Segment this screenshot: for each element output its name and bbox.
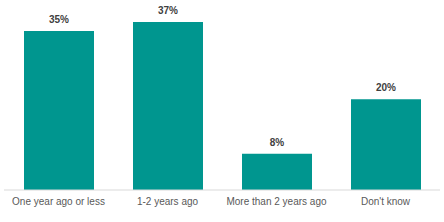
svg-text:One year ago or less: One year ago or less: [12, 196, 105, 207]
svg-text:Don't know: Don't know: [361, 196, 411, 207]
svg-text:8%: 8%: [270, 137, 285, 148]
svg-text:35%: 35%: [49, 14, 69, 25]
svg-text:1-2 years ago: 1-2 years ago: [137, 196, 199, 207]
svg-text:37%: 37%: [158, 5, 178, 16]
svg-text:20%: 20%: [376, 82, 396, 93]
svg-text:More than 2 years ago: More than 2 years ago: [226, 196, 326, 207]
